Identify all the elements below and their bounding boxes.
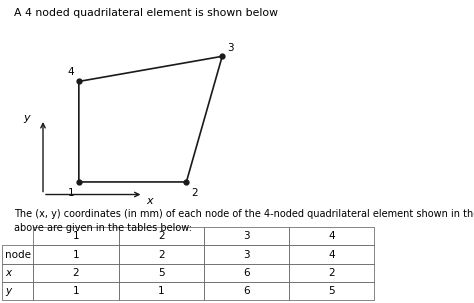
Text: 2: 2 xyxy=(191,188,198,198)
Text: x: x xyxy=(146,196,153,206)
Text: 1: 1 xyxy=(68,188,74,198)
Text: The (x, y) coordinates (in mm) of each node of the 4-noded quadrilateral element: The (x, y) coordinates (in mm) of each n… xyxy=(14,209,474,219)
Text: A 4 noded quadrilateral element is shown below: A 4 noded quadrilateral element is shown… xyxy=(14,8,278,18)
Text: y: y xyxy=(24,113,30,123)
Text: 4: 4 xyxy=(68,67,74,77)
Text: above are given in the tables below:: above are given in the tables below: xyxy=(14,223,192,233)
Text: 3: 3 xyxy=(227,42,233,52)
